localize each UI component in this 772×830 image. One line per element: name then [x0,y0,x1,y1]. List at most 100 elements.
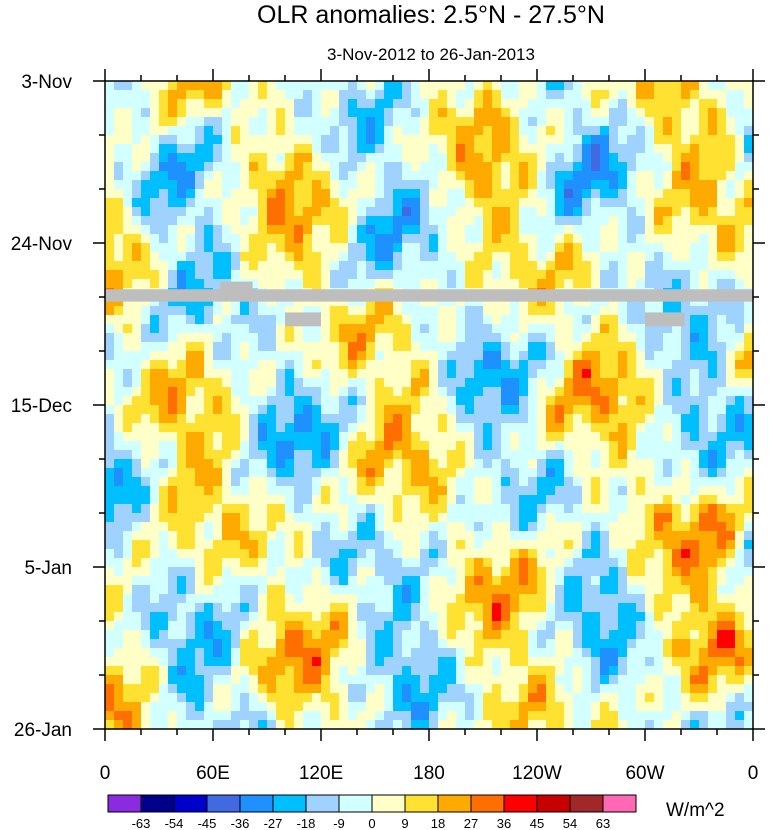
heatmap-cell [645,108,655,118]
heatmap-cell [717,387,727,397]
heatmap-cell [654,639,664,649]
heatmap-cell [456,279,466,289]
heatmap-cell [600,513,610,523]
heatmap-cell [456,270,466,280]
heatmap-cell [177,675,187,685]
heatmap-cell [672,414,682,424]
heatmap-cell [411,657,421,667]
heatmap-cell [303,540,313,550]
heatmap-cell [699,99,709,109]
heatmap-cell [672,576,682,586]
heatmap-cell [645,261,655,271]
heatmap-cell [123,639,133,649]
heatmap-cell [267,297,277,307]
heatmap-cell [186,567,196,577]
heatmap-cell [420,180,430,190]
heatmap-cell [618,270,628,280]
heatmap-cell [474,297,484,307]
heatmap-cell [204,513,214,523]
heatmap-cell [285,81,295,91]
heatmap-cell [294,144,304,154]
heatmap-cell [294,441,304,451]
heatmap-cell [393,639,403,649]
heatmap-cell [276,243,286,253]
heatmap-cell [402,405,412,415]
heatmap-cell [546,585,556,595]
heatmap-cell [564,297,574,307]
heatmap-cell [465,414,475,424]
heatmap-cell [114,162,124,172]
heatmap-cell [150,675,160,685]
heatmap-cell [717,360,727,370]
heatmap-cell [501,576,511,586]
heatmap-cell [339,576,349,586]
heatmap-cell [141,414,151,424]
heatmap-cell [537,378,547,388]
heatmap-cell [600,450,610,460]
heatmap-cell [474,675,484,685]
heatmap-cell [717,576,727,586]
heatmap-cell [735,225,745,235]
heatmap-cell [690,207,700,217]
heatmap-cell [744,180,754,190]
heatmap-cell [573,441,583,451]
heatmap-cell [384,207,394,217]
heatmap-cell [573,414,583,424]
heatmap-cell [744,540,754,550]
heatmap-cell [204,432,214,442]
heatmap-cell [195,576,205,586]
heatmap-cell [213,333,223,343]
heatmap-cell [708,171,718,181]
heatmap-cell [150,414,160,424]
heatmap-cell [591,324,601,334]
heatmap-cell [321,567,331,577]
heatmap-cell [546,207,556,217]
heatmap-cell [564,189,574,199]
heatmap-cell [663,324,673,334]
heatmap-cell [339,297,349,307]
heatmap-cell [294,495,304,505]
heatmap-cell [564,144,574,154]
heatmap-cell [294,270,304,280]
heatmap-cell [546,657,556,667]
heatmap-cell [681,126,691,136]
heatmap-cell [123,279,133,289]
heatmap-cell [321,432,331,442]
heatmap-cell [294,126,304,136]
heatmap-cell [681,378,691,388]
heatmap-cell [483,414,493,424]
heatmap-cell [429,594,439,604]
heatmap-cell [474,513,484,523]
heatmap-cell [465,441,475,451]
heatmap-cell [636,477,646,487]
heatmap-cell [402,171,412,181]
heatmap-cell [690,324,700,334]
heatmap-cell [717,261,727,271]
heatmap-cell [618,648,628,658]
heatmap-cell [321,225,331,235]
heatmap-cell [141,432,151,442]
heatmap-cell [240,216,250,226]
heatmap-cell [330,198,340,208]
heatmap-cell [564,576,574,586]
heatmap-cell [636,99,646,109]
heatmap-cell [231,486,241,496]
heatmap-cell [582,225,592,235]
heatmap-cell [681,387,691,397]
heatmap-cell [708,315,718,325]
heatmap-cell [411,198,421,208]
heatmap-cell [114,261,124,271]
heatmap-cell [501,666,511,676]
heatmap-cell [465,297,475,307]
heatmap-cell [123,585,133,595]
heatmap-cell [717,612,727,622]
heatmap-cell [141,99,151,109]
heatmap-cell [510,81,520,91]
heatmap-cell [438,342,448,352]
heatmap-cell [294,171,304,181]
heatmap-cell [744,495,754,505]
heatmap-cell [537,405,547,415]
heatmap-cell [600,603,610,613]
heatmap-cell [420,81,430,91]
heatmap-cell [447,513,457,523]
